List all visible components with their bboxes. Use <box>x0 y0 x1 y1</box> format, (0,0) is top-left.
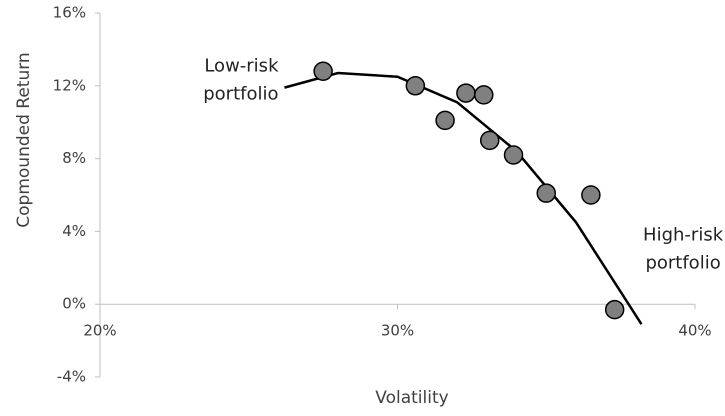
y-tick-label: 8% <box>62 149 86 167</box>
y-tick-label: 12% <box>53 76 86 94</box>
point <box>435 110 455 131</box>
point <box>456 83 476 103</box>
trend-line <box>284 71 643 325</box>
annotation: portfolio <box>203 83 278 104</box>
y-axis-label: Copmounded Return <box>14 52 34 227</box>
y-tick-label: 4% <box>62 222 86 240</box>
y-tick-label: 0% <box>62 295 86 313</box>
x-tick-label: 40% <box>678 322 711 340</box>
point <box>604 299 625 320</box>
annotation: portfolio <box>645 253 720 274</box>
point <box>503 145 524 165</box>
y-tick-label: -4% <box>57 368 86 386</box>
x-tick-label: 20% <box>83 322 116 340</box>
point <box>581 185 601 205</box>
x-tick-label: 30% <box>381 322 414 340</box>
point <box>405 76 426 96</box>
point <box>313 61 333 81</box>
x-axis-label: Volatility <box>375 388 448 408</box>
point <box>479 130 500 151</box>
point <box>536 183 556 203</box>
point <box>474 85 494 105</box>
annotation: High-risk <box>643 225 724 246</box>
annotation: Low-risk <box>204 55 279 76</box>
y-tick-label: 16% <box>53 4 86 22</box>
